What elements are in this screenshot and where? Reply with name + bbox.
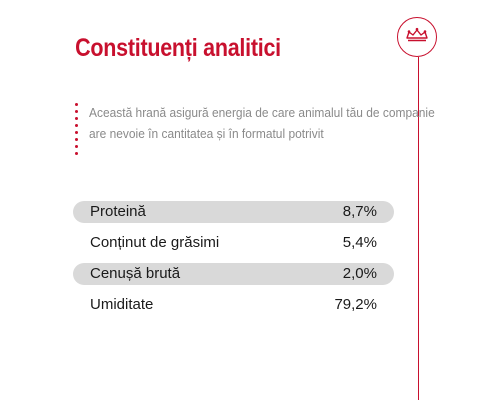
description-text: Această hrană asigură energia de care an… [89, 102, 435, 144]
constituent-value: 79,2% [334, 296, 377, 313]
constituent-value: 5,4% [342, 234, 377, 251]
constituent-label: Conținut de grăsimi [90, 234, 220, 251]
crown-icon [406, 27, 428, 42]
constituents-table: Proteină 8,7% Conținut de grăsimi 5,4% C… [73, 201, 394, 325]
description-line-1: Această hrană asigură energia de care an… [89, 105, 435, 120]
constituent-label: Umiditate [90, 296, 154, 313]
page-title: Constituenți analitici [75, 34, 281, 62]
constituent-label: Cenușă brută [90, 265, 181, 282]
constituent-value: 2,0% [342, 265, 377, 282]
dotted-accent [75, 103, 79, 157]
description-line-2: are nevoie în cantitatea și în formatul … [89, 126, 324, 141]
brand-badge [397, 17, 437, 57]
constituent-row-ash: Cenușă brută 2,0% [73, 263, 394, 285]
vertical-divider [418, 57, 419, 400]
constituent-value: 8,7% [342, 203, 377, 220]
constituent-row-fat: Conținut de grăsimi 5,4% [73, 232, 394, 254]
constituent-row-protein: Proteină 8,7% [73, 201, 394, 223]
constituent-row-moisture: Umiditate 79,2% [73, 294, 394, 316]
constituent-label: Proteină [90, 203, 146, 220]
